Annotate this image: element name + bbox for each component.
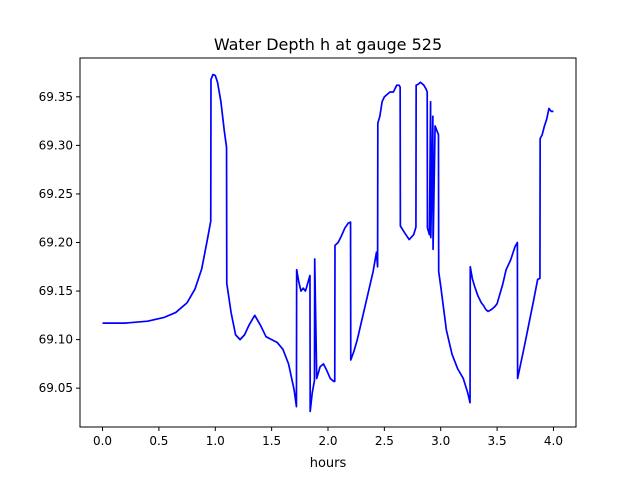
x-tick-label: 1.0	[206, 434, 225, 448]
series-line	[102, 73, 554, 413]
x-tick-label: 1.5	[262, 434, 281, 448]
x-tick-label: 0.5	[149, 434, 168, 448]
series-layer	[102, 73, 554, 413]
x-axis: 0.0 0.5 1.0 1.5 2.0 2.5 3.0 3.5 4.0	[93, 427, 563, 448]
x-tick-label: 4.0	[544, 434, 563, 448]
x-tick-label: 2.0	[318, 434, 337, 448]
chart-title: Water Depth h at gauge 525	[214, 35, 442, 54]
x-tick-label: 0.0	[93, 434, 112, 448]
y-tick-label: 69.30	[39, 138, 73, 152]
y-tick-label: 69.20	[39, 236, 73, 250]
y-axis: 69.05 69.10 69.15 69.20 69.25 69.30 69.35	[39, 90, 80, 395]
y-tick-label: 69.05	[39, 381, 73, 395]
x-tick-label: 3.5	[488, 434, 507, 448]
x-tick-label: 3.0	[431, 434, 450, 448]
y-tick-label: 69.35	[39, 90, 73, 104]
x-axis-label: hours	[310, 456, 347, 471]
y-tick-label: 69.15	[39, 284, 73, 298]
y-tick-label: 69.10	[39, 333, 73, 347]
y-tick-label: 69.25	[39, 187, 73, 201]
x-tick-label: 2.5	[375, 434, 394, 448]
